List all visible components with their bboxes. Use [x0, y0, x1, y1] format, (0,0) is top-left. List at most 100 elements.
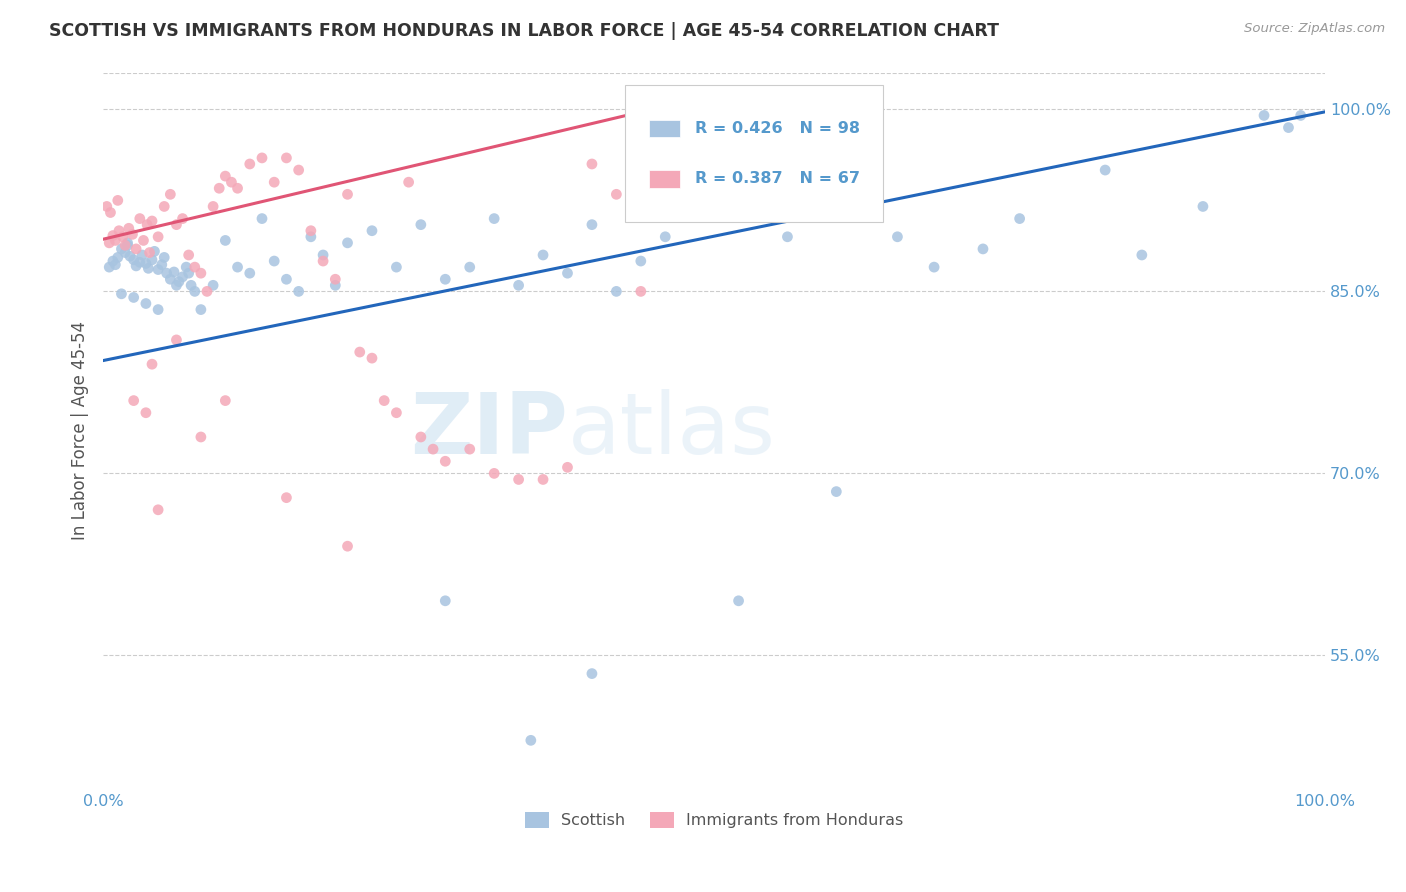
Point	[132, 234, 155, 248]
Point	[1253, 108, 1275, 122]
Point	[172, 211, 194, 226]
Point	[98, 260, 121, 274]
Point	[482, 467, 505, 481]
Point	[190, 266, 212, 280]
Point	[101, 228, 124, 243]
Point	[159, 272, 181, 286]
Point	[385, 406, 408, 420]
Point	[180, 278, 202, 293]
Point	[96, 199, 118, 213]
Point	[190, 430, 212, 444]
Point	[409, 430, 432, 444]
Point	[159, 187, 181, 202]
Point	[508, 278, 530, 293]
Point	[165, 278, 187, 293]
Point	[323, 278, 346, 293]
Point	[165, 333, 187, 347]
Point	[101, 254, 124, 268]
Point	[122, 393, 145, 408]
Point	[1130, 248, 1153, 262]
Point	[287, 285, 309, 299]
Point	[886, 229, 908, 244]
Point	[422, 442, 444, 457]
Point	[177, 266, 200, 280]
Point	[184, 260, 207, 274]
Point	[276, 151, 298, 165]
Point	[605, 187, 627, 202]
Point	[336, 235, 359, 250]
Point	[458, 442, 481, 457]
Point	[122, 290, 145, 304]
Point	[150, 258, 173, 272]
Point	[336, 539, 359, 553]
Point	[557, 460, 579, 475]
Point	[287, 163, 309, 178]
Point	[214, 169, 236, 183]
Point	[117, 235, 139, 250]
Text: atlas: atlas	[568, 390, 776, 473]
Point	[138, 261, 160, 276]
Point	[654, 229, 676, 244]
Point	[276, 272, 298, 286]
Point	[184, 285, 207, 299]
Text: Source: ZipAtlas.com: Source: ZipAtlas.com	[1244, 22, 1385, 36]
Point	[128, 211, 150, 226]
Point	[202, 278, 225, 293]
Point	[239, 266, 262, 280]
Point	[125, 242, 148, 256]
Point	[111, 229, 134, 244]
FancyBboxPatch shape	[624, 85, 883, 222]
Point	[104, 234, 127, 248]
Point	[117, 238, 139, 252]
Text: ZIP: ZIP	[409, 390, 568, 473]
Point	[972, 242, 994, 256]
Point	[146, 503, 169, 517]
Y-axis label: In Labor Force | Age 45-54: In Labor Force | Age 45-54	[72, 321, 89, 541]
Point	[581, 218, 603, 232]
Point	[214, 234, 236, 248]
Point	[299, 229, 322, 244]
Point	[458, 260, 481, 274]
Point	[138, 245, 160, 260]
Point	[825, 187, 848, 202]
Point	[114, 238, 136, 252]
Point	[121, 227, 143, 242]
Point	[557, 266, 579, 280]
Point	[141, 252, 163, 267]
Point	[146, 229, 169, 244]
Point	[630, 285, 652, 299]
Point	[434, 272, 457, 286]
Point	[508, 473, 530, 487]
Point	[250, 151, 273, 165]
Point	[239, 157, 262, 171]
Point	[208, 181, 231, 195]
Point	[226, 181, 249, 195]
Point	[125, 259, 148, 273]
Point	[312, 254, 335, 268]
Point	[349, 345, 371, 359]
Point	[323, 272, 346, 286]
Point	[146, 302, 169, 317]
Point	[825, 484, 848, 499]
Point	[172, 269, 194, 284]
Point	[361, 351, 384, 365]
Point	[727, 199, 749, 213]
Point	[100, 205, 122, 219]
Point	[195, 285, 218, 299]
Point	[165, 218, 187, 232]
Point	[398, 175, 420, 189]
FancyBboxPatch shape	[650, 169, 681, 187]
Point	[1008, 211, 1031, 226]
Point	[581, 157, 603, 171]
Point	[226, 260, 249, 274]
Point	[174, 260, 197, 274]
Point	[276, 491, 298, 505]
Point	[520, 733, 543, 747]
Point	[135, 256, 157, 270]
Point	[482, 211, 505, 226]
Text: R = 0.387   N = 67: R = 0.387 N = 67	[695, 171, 859, 186]
Point	[107, 251, 129, 265]
Point	[373, 393, 395, 408]
Point	[605, 285, 627, 299]
Point	[336, 187, 359, 202]
